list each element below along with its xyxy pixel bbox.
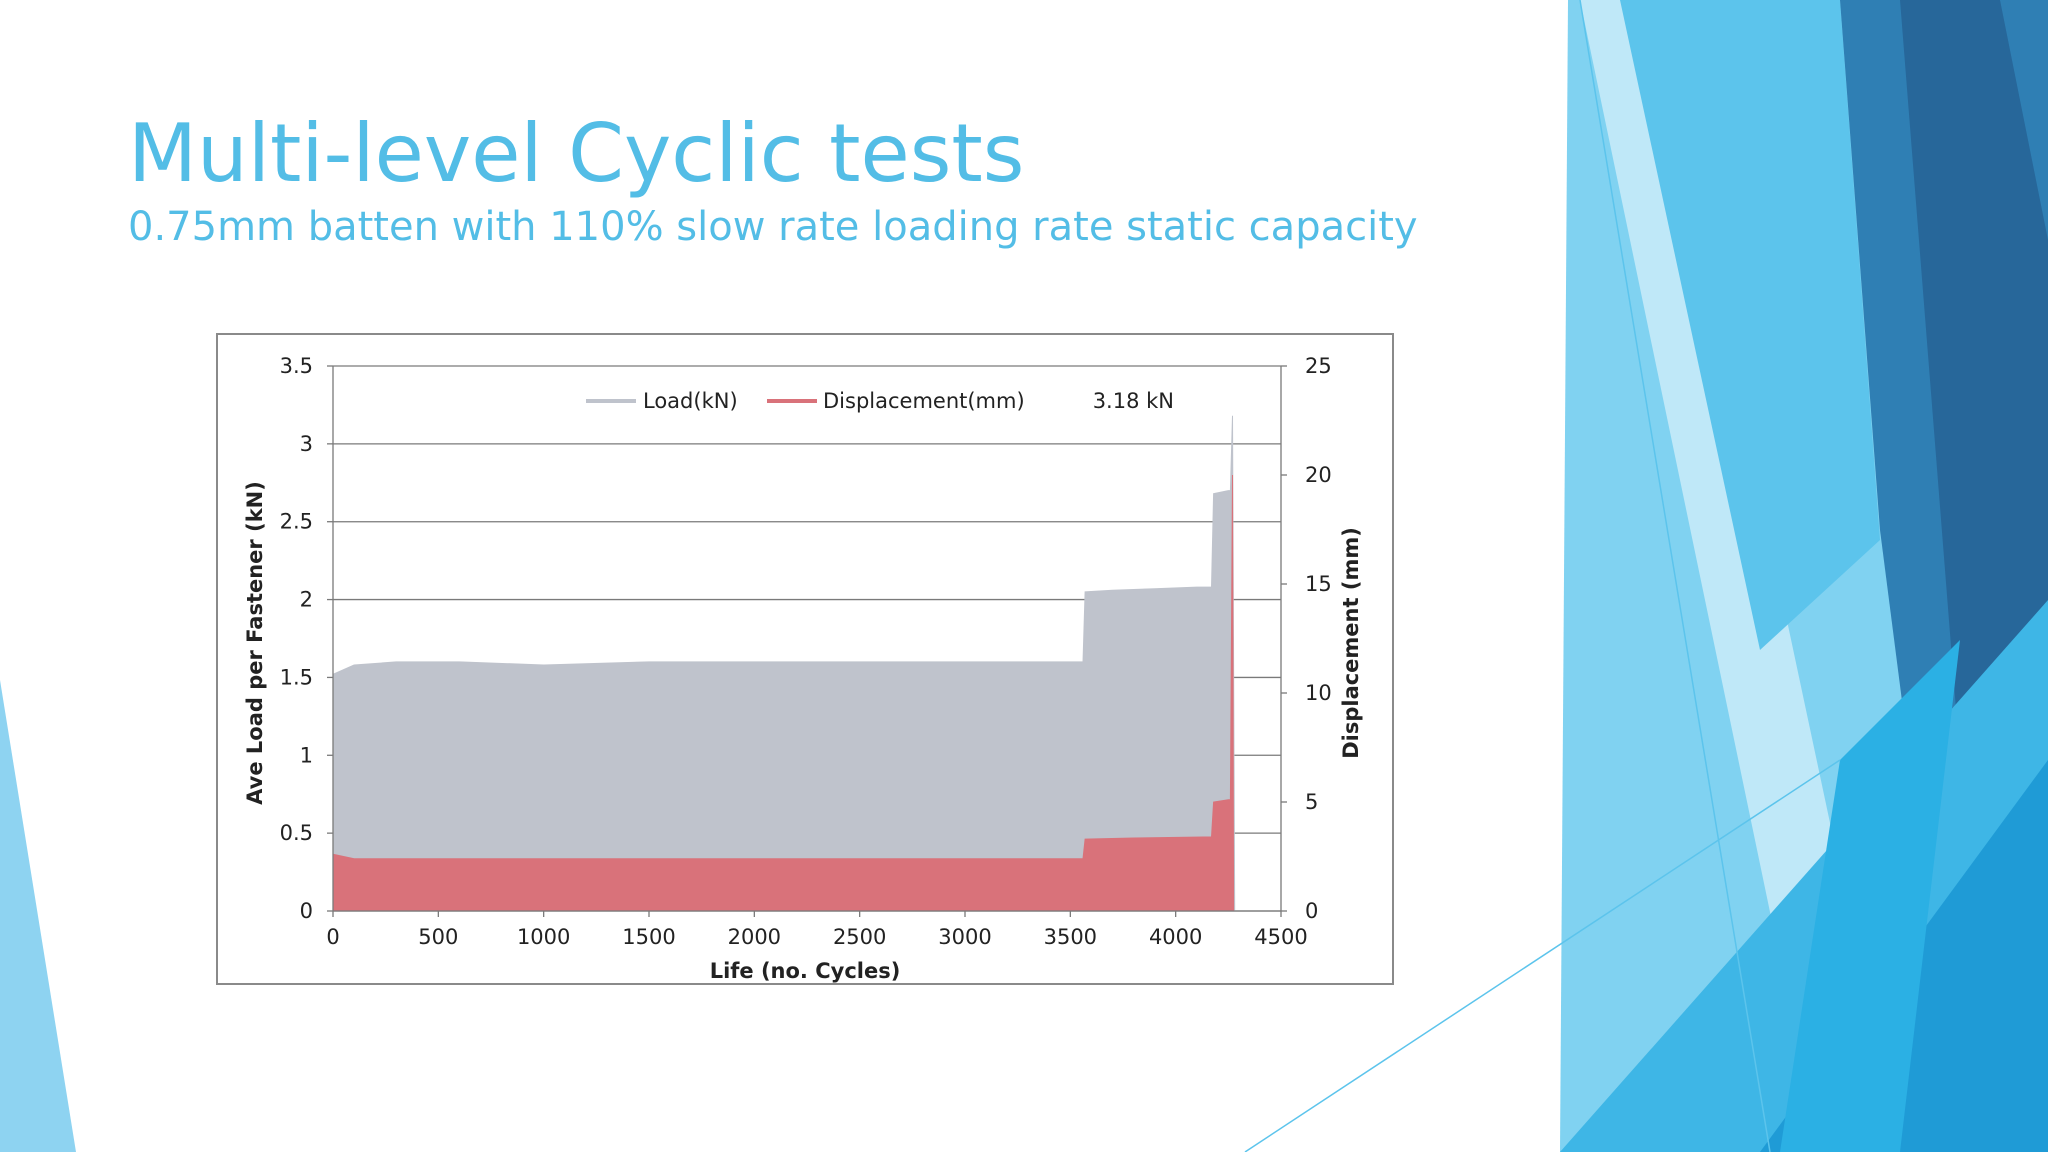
- y2-tick-label: 0: [1305, 899, 1318, 923]
- axes: [332, 366, 1282, 912]
- y-tick-label: 3: [300, 432, 313, 456]
- y-tick-labels: 0 0.5 1 1.5 2 2.5 3 3.5: [280, 354, 333, 923]
- deco-mid-panel: [1620, 0, 1880, 650]
- y2-tick-label: 10: [1305, 681, 1332, 705]
- load-displacement-chart: 0 500 1000 1500 2000 2500 3000 3500 4000 4500 0 0.…: [243, 354, 1363, 983]
- x-tick-label: 4000: [1149, 925, 1202, 949]
- x-tick-label: 4500: [1254, 925, 1307, 949]
- legend: Load(kN) Displacement(mm): [586, 389, 1025, 413]
- y-tick-label: 1.5: [280, 665, 313, 689]
- y-tick-label: 0.5: [280, 821, 313, 845]
- x-tick-label: 1500: [622, 925, 675, 949]
- deco-left-shard: [0, 680, 76, 1152]
- displacement-area: [332, 474, 1235, 912]
- x-tick-label: 3500: [1044, 925, 1097, 949]
- legend-label-load: Load(kN): [643, 389, 738, 413]
- deco-darker-panel: [1900, 0, 2048, 760]
- y-tick-label: 1: [300, 743, 313, 767]
- y-tick-label: 3.5: [280, 354, 313, 378]
- slide-title: Multi-level Cyclic tests: [128, 107, 1025, 200]
- y2-axis-label: Displacement (mm): [1339, 527, 1363, 759]
- y2-tick-label: 20: [1305, 463, 1332, 487]
- y-tick-label: 2.5: [280, 510, 313, 534]
- x-tick-label: 500: [418, 925, 458, 949]
- y2-tick-labels: 0 5 10 15 20 25: [1281, 354, 1332, 923]
- x-tick-label: 0: [326, 925, 339, 949]
- deco-bottom-cyan: [1780, 640, 1960, 1152]
- peak-load-annotation: 3.18 kN: [1093, 389, 1174, 413]
- legend-label-displacement: Displacement(mm): [823, 389, 1025, 413]
- x-tick-label: 2500: [833, 925, 886, 949]
- chart-frame: 0 500 1000 1500 2000 2500 3000 3500 4000 4500 0 0.…: [216, 333, 1394, 985]
- x-tick-label: 3000: [938, 925, 991, 949]
- y-tick-label: 0: [300, 899, 313, 923]
- load-area: [332, 415, 1236, 912]
- y2-tick-label: 25: [1305, 354, 1332, 378]
- y2-tick-label: 5: [1305, 790, 1318, 814]
- deco-line-2: [1244, 759, 1841, 1152]
- deco-line-1: [1579, 0, 1771, 1152]
- series-areas: [332, 415, 1236, 912]
- y2-tick-label: 15: [1305, 572, 1332, 596]
- y-tick-label: 2: [300, 588, 313, 612]
- x-tick-label: 1000: [517, 925, 570, 949]
- x-tick-label: 2000: [728, 925, 781, 949]
- slide-subtitle: 0.75mm batten with 110% slow rate loadin…: [128, 204, 1418, 250]
- x-axis-label: Life (no. Cycles): [710, 959, 901, 983]
- y-axis-label: Ave Load per Fastener (kN): [243, 481, 267, 805]
- x-tick-labels: 0 500 1000 1500 2000 2500 3000 3500 4000 4500: [326, 911, 1308, 949]
